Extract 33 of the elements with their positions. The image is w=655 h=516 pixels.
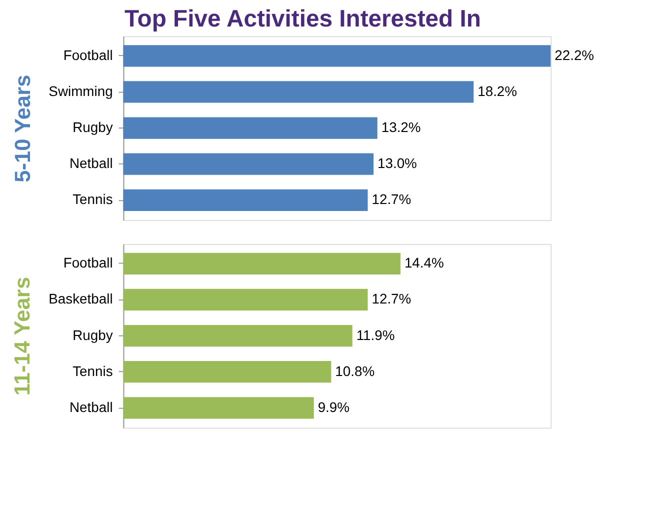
y-tick-label: Tennis bbox=[72, 191, 113, 208]
data-label: 12.7% bbox=[372, 290, 412, 307]
data-label: 22.2% bbox=[554, 46, 594, 63]
bar bbox=[123, 153, 374, 175]
bar bbox=[123, 397, 314, 419]
y-tick-label: Basketball bbox=[48, 290, 113, 307]
y-tick-label: Swimming bbox=[48, 82, 113, 99]
y-tick-label: Tennis bbox=[72, 362, 113, 379]
data-label: 12.7% bbox=[372, 191, 412, 208]
bar bbox=[123, 45, 551, 67]
y-tick-label: Football bbox=[63, 254, 113, 271]
data-label: 14.4% bbox=[404, 254, 444, 271]
data-label: 13.0% bbox=[377, 155, 417, 172]
data-label: 13.2% bbox=[381, 119, 421, 136]
data-label: 18.2% bbox=[478, 82, 518, 99]
bar bbox=[123, 324, 352, 347]
bar bbox=[123, 117, 378, 139]
bar bbox=[123, 189, 368, 211]
y-tick-label: Rugby bbox=[72, 119, 113, 136]
y-tick-label: Football bbox=[63, 46, 113, 63]
y-axis-title: 5-10 Years bbox=[10, 74, 35, 182]
bar bbox=[123, 288, 368, 311]
data-label: 10.8% bbox=[335, 362, 375, 379]
data-label: 11.9% bbox=[356, 326, 395, 343]
y-tick-label: Netball bbox=[70, 398, 113, 415]
y-axis-title: 11-14 Years bbox=[10, 276, 35, 396]
data-label: 9.9% bbox=[318, 398, 350, 415]
y-tick-label: Netball bbox=[70, 155, 113, 172]
chart-title: Top Five Activities Interested In bbox=[124, 6, 481, 33]
y-tick-label: Rugby bbox=[72, 326, 113, 343]
bar bbox=[123, 81, 474, 103]
bar bbox=[123, 361, 332, 383]
bar bbox=[123, 252, 400, 274]
